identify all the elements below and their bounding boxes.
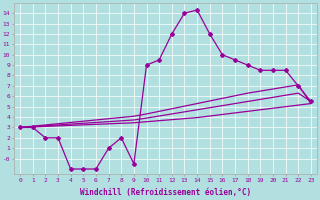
X-axis label: Windchill (Refroidissement éolien,°C): Windchill (Refroidissement éolien,°C) [80, 188, 251, 197]
